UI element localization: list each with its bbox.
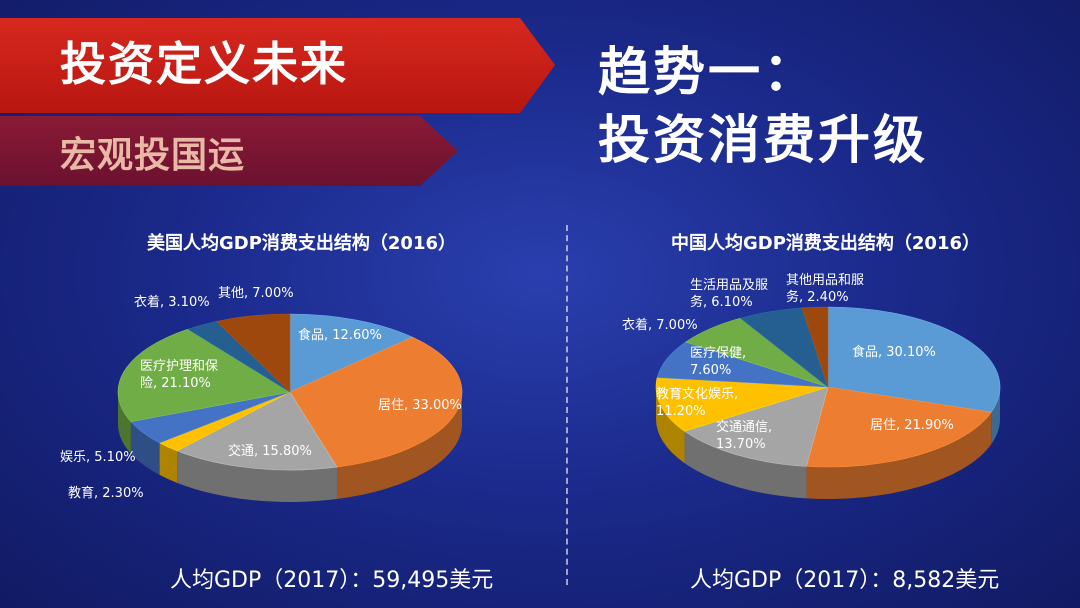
cn-slice-食品	[827, 306, 1001, 413]
us-slice-交通	[176, 391, 338, 471]
us-slice-食品	[289, 313, 414, 393]
cn-slice-交通通信	[683, 386, 829, 467]
us-label-食品: 食品, 12.60%	[298, 327, 382, 343]
us-slice-side-2	[177, 450, 337, 502]
cn-label-其他用品和服务: 其他用品和服务, 2.40%	[786, 273, 864, 305]
cn-slice-side-2	[684, 431, 807, 499]
us-slice-side-4	[130, 421, 160, 475]
title-banner	[0, 18, 555, 113]
us-slice-其他	[216, 313, 291, 393]
us-label-娱乐: 娱乐, 5.10%	[60, 450, 136, 465]
us-label-衣着: 衣着, 3.10%	[134, 294, 210, 310]
cn-label-医疗保健: 医疗保健, 7.60%	[690, 346, 746, 378]
banner-subtitle: 宏观投国运	[60, 135, 246, 176]
cn-chart-title: 中国人均GDP消费支出结构（2016）	[671, 233, 981, 254]
trend-heading-line2: 投资消费升级	[598, 111, 929, 171]
us-chart-title: 美国人均GDP消费支出结构（2016）	[147, 233, 457, 254]
cn-slice-教育文化娱乐	[655, 377, 829, 432]
cn-label-衣着: 衣着, 7.00%	[622, 317, 698, 333]
cn-label-教育文化娱乐: 教育文化娱乐, 11.20%	[656, 386, 738, 419]
us-slice-side-1	[336, 392, 462, 500]
us-slice-side-3	[159, 442, 178, 483]
subtitle-banner	[0, 116, 458, 186]
banner-title: 投资定义未来	[60, 37, 348, 91]
us-label-其他: 其他, 7.00%	[218, 286, 294, 301]
cn-label-生活用品及服务: 生活用品及服务, 6.10%	[690, 278, 768, 310]
cn-label-居住: 居住, 21.90%	[870, 418, 954, 433]
cn-slice-side-0	[991, 387, 1000, 445]
cn-slice-其他用品和服务	[801, 306, 829, 388]
us-gdp-footer: 人均GDP（2017）：59,495美元	[170, 568, 494, 593]
cn-slice-side-3	[656, 387, 685, 464]
cn-label-交通通信: 交通通信, 13.70%	[716, 419, 772, 452]
us-slice-医疗护理和保险	[117, 328, 291, 422]
us-label-居住: 居住, 33.00%	[378, 398, 462, 413]
us-slice-居住	[289, 336, 463, 468]
us-label-医疗护理和保险: 医疗护理和保险, 21.10%	[140, 359, 218, 391]
cn-slice-side-1	[806, 412, 992, 499]
us-label-交通: 交通, 15.80%	[228, 443, 312, 459]
us-label-教育: 教育, 2.30%	[68, 485, 144, 501]
chart-divider	[566, 225, 568, 585]
trend-heading-line1: 趋势一：	[598, 43, 819, 103]
cn-gdp-footer: 人均GDP（2017）：8,582美元	[690, 568, 1000, 593]
cn-slice-居住	[806, 386, 992, 468]
cn-label-食品: 食品, 30.10%	[852, 344, 936, 360]
